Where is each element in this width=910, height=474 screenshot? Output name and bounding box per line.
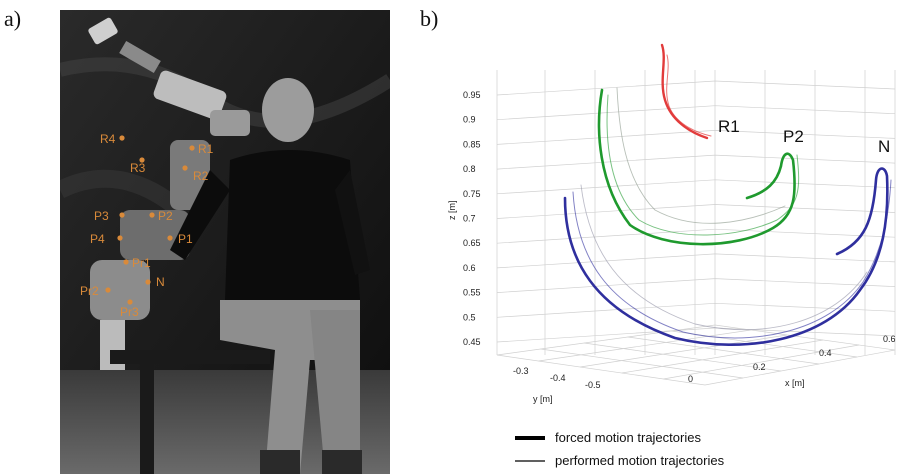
marker-dot-p3 xyxy=(119,212,125,218)
panel-b-label: b) xyxy=(420,6,439,31)
marker-dot-p4 xyxy=(117,235,123,241)
grid-floor xyxy=(496,324,896,386)
marker-dot-r1 xyxy=(189,145,195,151)
z-tick-label: 0.8 xyxy=(463,164,476,174)
marker-dot-pr2 xyxy=(105,287,111,293)
p2-performed-trajectory-grey xyxy=(616,87,786,224)
marker-dot-r2 xyxy=(182,165,188,171)
z-axis-label: z [m] xyxy=(447,201,457,221)
marker-label-p2: P2 xyxy=(158,209,173,223)
marker-label-pr1: Pr1 xyxy=(132,256,151,270)
marker-label-r2: R2 xyxy=(193,169,209,183)
marker-label-p4: P4 xyxy=(90,232,105,246)
z-tick-label: 0.9 xyxy=(463,115,476,125)
panel-a-label: a) xyxy=(4,6,22,31)
marker-label-r4: R4 xyxy=(100,132,116,146)
x-axis-label: x [m] xyxy=(785,378,805,388)
exoskeleton-photo: R4 R3 R1 R2 P3 P2 P4 P1 Pr1 Pr2 N Pr3 xyxy=(60,10,390,474)
legend-performed-label: performed motion trajectories xyxy=(555,453,725,468)
y-tick-label: -0.4 xyxy=(550,373,566,383)
marker-dot-r3 xyxy=(139,157,145,163)
marker-dot-pr3 xyxy=(127,299,133,305)
y-tick-label: -0.3 xyxy=(513,366,529,376)
marker-label-pr3: Pr3 xyxy=(120,305,139,319)
grid-line xyxy=(496,154,896,170)
marker-dot-n xyxy=(145,279,151,285)
trajectory-plot: 0.95 0.9 0.85 0.8 0.75 0.7 0.65 0.6 0.55 0.5 0.45 0… xyxy=(447,43,896,468)
grid-line xyxy=(540,348,744,379)
y-axis-label: y [m] xyxy=(533,394,553,404)
trajectory-label-p2: P2 xyxy=(783,127,804,146)
n-performed-trajectory xyxy=(572,179,892,339)
marker-dot-p1 xyxy=(167,235,173,241)
marker-label-r3: R3 xyxy=(130,161,146,175)
grid-line xyxy=(496,228,896,244)
z-tick-label: 0.5 xyxy=(463,312,476,322)
marker-dot-p2 xyxy=(149,212,155,218)
trajectory-label-r1: R1 xyxy=(718,117,740,136)
grid-line xyxy=(663,344,860,380)
grid-line xyxy=(496,278,896,293)
trajectory-label-n: N xyxy=(878,137,890,156)
marker-dot-pr1 xyxy=(123,259,129,265)
x-tick-label: 0.2 xyxy=(753,362,766,372)
marker-label-p3: P3 xyxy=(94,209,109,223)
z-tick-label: 0.65 xyxy=(463,238,481,248)
x-tick-label: 0 xyxy=(688,374,693,384)
grid-line xyxy=(496,204,896,219)
z-tick-label: 0.75 xyxy=(463,189,481,199)
r1-forced-trajectory xyxy=(660,43,709,140)
grid-line xyxy=(496,179,896,195)
marker-label-r1: R1 xyxy=(198,142,214,156)
r1-performed-trajectory xyxy=(666,54,712,137)
n-performed-trajectory-grey xyxy=(580,184,868,331)
n-forced-trajectory xyxy=(563,167,889,347)
z-tick-label: 0.45 xyxy=(463,337,481,347)
grid-line xyxy=(580,334,788,368)
grid-line xyxy=(496,80,896,96)
z-tick-label: 0.85 xyxy=(463,139,481,149)
grid-line xyxy=(621,339,824,374)
p2-performed-trajectory xyxy=(606,94,800,236)
legend-forced-label: forced motion trajectories xyxy=(555,430,701,445)
marker-label-pr2: Pr2 xyxy=(80,284,99,298)
grid-line xyxy=(627,336,820,365)
z-tick-label: 0.55 xyxy=(463,288,481,298)
marker-label-n: N xyxy=(156,275,165,289)
grid-line xyxy=(496,105,896,121)
p2-forced-trajectory xyxy=(597,88,796,246)
grid-line xyxy=(584,342,782,372)
x-tick-label: 0.6 xyxy=(883,334,896,344)
grid-line xyxy=(496,253,896,269)
marker-label-p1: P1 xyxy=(178,232,193,246)
z-tick-label: 0.7 xyxy=(463,214,476,224)
marker-dot-r4 xyxy=(119,135,125,141)
x-tick-label: 0.4 xyxy=(819,348,832,358)
grid-line xyxy=(538,329,752,362)
z-tick-label: 0.6 xyxy=(463,263,476,273)
z-tick-label: 0.95 xyxy=(463,90,481,100)
y-tick-label: -0.5 xyxy=(585,380,601,390)
